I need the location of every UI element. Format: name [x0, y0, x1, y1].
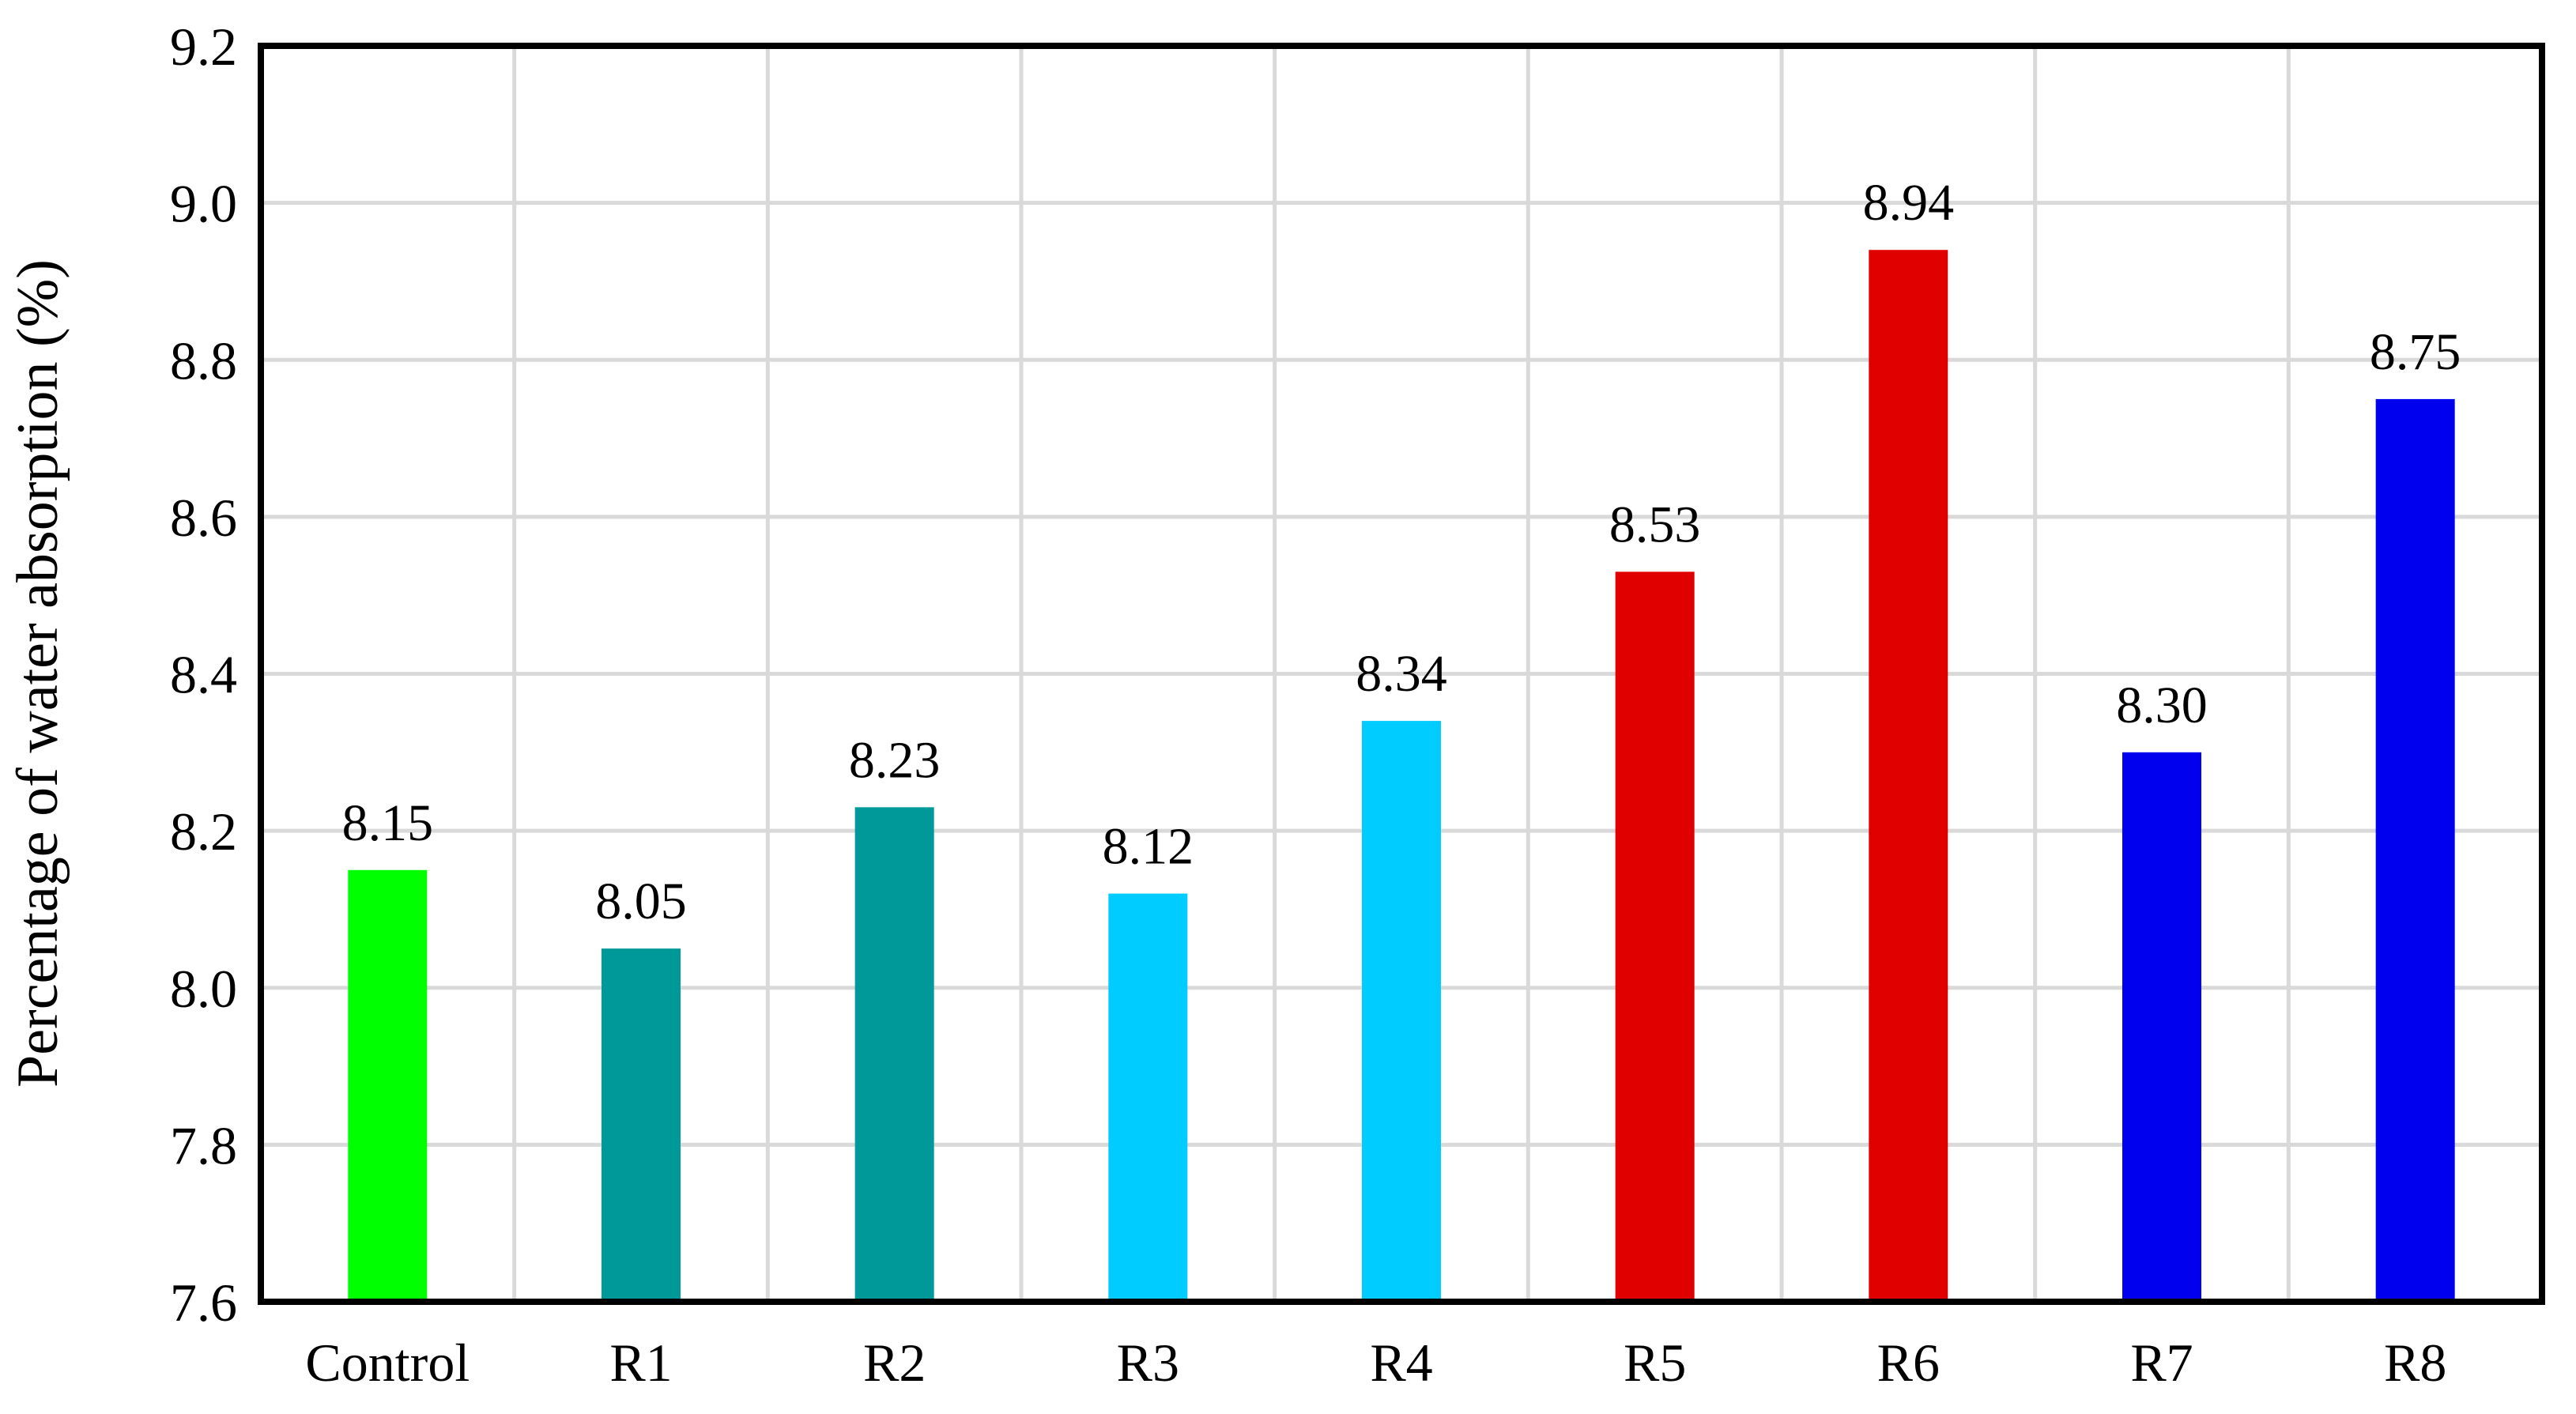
bar-r2 — [854, 807, 934, 1302]
bar-r7 — [2122, 752, 2201, 1302]
bar-r1 — [602, 948, 681, 1302]
bar-r8 — [2375, 398, 2455, 1302]
x-tick-label: Control — [305, 1333, 470, 1393]
data-label-control: 8.15 — [342, 794, 434, 852]
data-label-r2: 8.23 — [849, 731, 941, 789]
y-tick-label: 8.4 — [170, 645, 237, 705]
data-labels: 8.15 8.05 8.23 8.12 8.34 8.53 8.94 8.30 8.75 — [342, 174, 2461, 930]
y-tick-label: 8.2 — [170, 801, 237, 862]
x-tick-label: R4 — [1370, 1333, 1432, 1393]
plot-frame — [258, 43, 2545, 1305]
bar-r6 — [1869, 250, 1948, 1302]
y-tick-label: 8.0 — [170, 959, 237, 1019]
x-tick-label: R1 — [609, 1333, 672, 1393]
data-label-r3: 8.12 — [1103, 818, 1194, 876]
x-tick-label: R5 — [1624, 1333, 1686, 1393]
y-axis-title: Percentage of water absorption (%) — [6, 259, 70, 1088]
x-tick-label: R3 — [1117, 1333, 1179, 1393]
x-tick-label: R6 — [1877, 1333, 1940, 1393]
y-tick-label: 7.6 — [170, 1273, 237, 1333]
x-tick-label: R2 — [863, 1333, 926, 1393]
x-tick-labels: Control R1 R2 R3 R4 R5 R6 R7 R8 — [305, 1333, 2446, 1393]
y-tick-labels: 7.6 7.8 8.0 8.2 8.4 8.6 8.8 9.0 9.2 — [170, 17, 237, 1333]
x-tick-label: R8 — [2384, 1333, 2446, 1393]
bar-r3 — [1108, 893, 1188, 1302]
y-tick-label: 7.8 — [170, 1115, 237, 1175]
data-label-r6: 8.94 — [1863, 174, 1955, 232]
data-label-r1: 8.05 — [595, 873, 687, 930]
x-tick-label: R7 — [2130, 1333, 2193, 1393]
data-label-r7: 8.30 — [2116, 677, 2208, 734]
data-label-r8: 8.75 — [2370, 323, 2461, 381]
y-tick-label: 8.8 — [170, 330, 237, 390]
y-tick-label: 9.0 — [170, 174, 237, 234]
gridlines — [261, 43, 2542, 1304]
data-label-r5: 8.53 — [1609, 496, 1701, 553]
bar-control — [348, 869, 428, 1302]
bar-r5 — [1615, 571, 1695, 1302]
bars — [348, 250, 2455, 1302]
y-tick-label: 9.2 — [170, 17, 237, 77]
bar-r4 — [1362, 721, 1441, 1302]
data-label-r4: 8.34 — [1356, 645, 1447, 703]
y-tick-label: 8.6 — [170, 488, 237, 548]
